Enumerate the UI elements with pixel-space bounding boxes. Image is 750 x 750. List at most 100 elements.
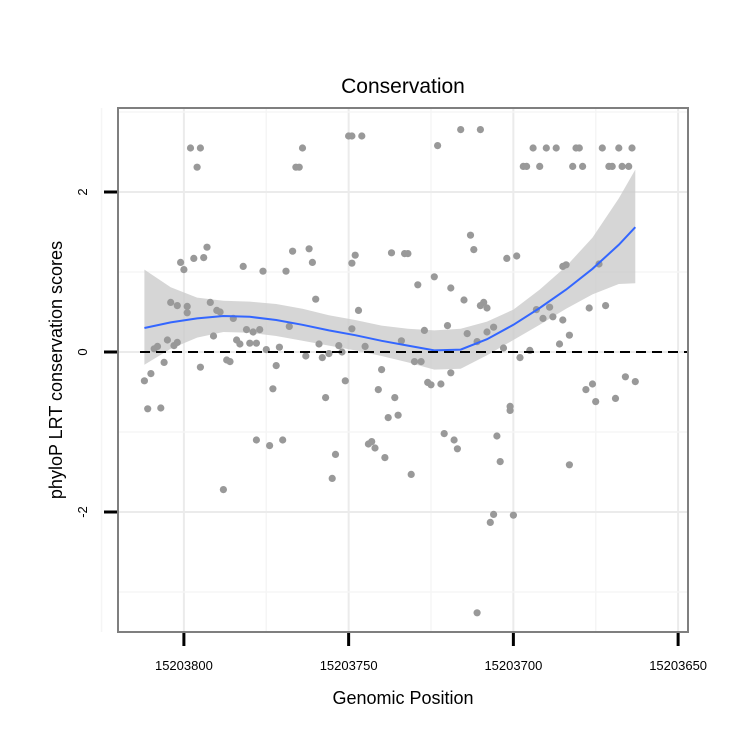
data-point bbox=[493, 432, 501, 440]
data-point bbox=[523, 162, 531, 170]
axes: 15203800 15203750 15203700 15203650 -2 0 2 bbox=[75, 188, 707, 673]
data-point bbox=[341, 377, 349, 385]
data-point bbox=[239, 262, 247, 270]
data-point bbox=[457, 126, 465, 134]
data-point bbox=[322, 394, 330, 402]
data-point bbox=[196, 363, 204, 371]
data-point bbox=[486, 518, 494, 527]
data-point bbox=[351, 251, 359, 259]
y-axis-label: phyloP LRT conservation scores bbox=[46, 241, 66, 499]
data-point bbox=[298, 144, 307, 152]
data-point bbox=[536, 162, 544, 170]
data-point bbox=[397, 337, 405, 345]
data-point bbox=[348, 325, 356, 333]
data-point bbox=[499, 344, 508, 352]
data-point bbox=[295, 163, 303, 171]
data-point bbox=[384, 414, 392, 422]
data-point bbox=[549, 313, 557, 321]
y-tick-label: 2 bbox=[75, 188, 90, 195]
data-point bbox=[302, 352, 310, 360]
data-point bbox=[506, 402, 514, 410]
data-point bbox=[259, 267, 267, 275]
data-point bbox=[546, 303, 554, 311]
data-point bbox=[513, 252, 521, 260]
data-point bbox=[407, 470, 415, 478]
data-point bbox=[335, 342, 343, 350]
data-point bbox=[144, 405, 152, 413]
data-point bbox=[252, 339, 260, 347]
data-point bbox=[575, 144, 583, 152]
data-point bbox=[539, 314, 547, 322]
data-point bbox=[410, 358, 419, 366]
data-point bbox=[483, 304, 491, 312]
smooth-line bbox=[144, 226, 637, 352]
data-point bbox=[559, 316, 567, 324]
data-point bbox=[256, 326, 264, 334]
chart-title: Conservation bbox=[341, 75, 465, 98]
data-point bbox=[611, 394, 620, 402]
data-point bbox=[226, 358, 234, 366]
data-point bbox=[625, 162, 633, 170]
data-point bbox=[437, 380, 445, 388]
data-point bbox=[275, 343, 283, 351]
data-point bbox=[358, 132, 366, 140]
data-point bbox=[582, 386, 590, 394]
data-point bbox=[252, 436, 260, 444]
data-point bbox=[473, 609, 481, 617]
data-point bbox=[391, 394, 399, 402]
data-point bbox=[470, 246, 478, 254]
data-point bbox=[417, 358, 425, 366]
data-point bbox=[588, 380, 597, 388]
data-point bbox=[193, 163, 201, 171]
data-point bbox=[173, 338, 181, 346]
data-point bbox=[631, 378, 639, 386]
data-point bbox=[598, 144, 606, 152]
data-point bbox=[236, 340, 244, 348]
data-point bbox=[490, 323, 498, 331]
data-point bbox=[190, 254, 198, 262]
data-point bbox=[621, 373, 630, 381]
data-point bbox=[602, 302, 610, 310]
x-tick-label: 15203650 bbox=[649, 658, 707, 673]
data-point bbox=[219, 486, 227, 494]
data-point bbox=[579, 162, 587, 170]
data-point bbox=[371, 444, 379, 452]
data-point bbox=[490, 510, 498, 518]
data-point bbox=[628, 144, 636, 152]
y-tick-label: -2 bbox=[75, 506, 90, 518]
data-point bbox=[348, 132, 356, 140]
data-point bbox=[565, 461, 574, 469]
data-point bbox=[618, 162, 626, 170]
data-point bbox=[180, 266, 188, 274]
data-point bbox=[440, 430, 448, 438]
data-point bbox=[387, 249, 396, 257]
data-point bbox=[378, 366, 386, 374]
data-point bbox=[206, 298, 214, 306]
data-point bbox=[269, 385, 277, 393]
data-point bbox=[453, 445, 461, 453]
data-point bbox=[562, 261, 570, 269]
data-point bbox=[203, 243, 211, 251]
data-point bbox=[272, 362, 280, 370]
data-point bbox=[460, 296, 468, 304]
data-point bbox=[542, 144, 550, 152]
data-point bbox=[463, 330, 471, 338]
data-point bbox=[173, 302, 181, 310]
x-axis-label: Genomic Position bbox=[332, 688, 473, 708]
y-tick-label: 0 bbox=[75, 348, 90, 355]
data-point bbox=[242, 326, 251, 334]
data-point bbox=[394, 411, 402, 419]
data-point bbox=[289, 247, 297, 255]
data-point bbox=[163, 336, 171, 344]
data-point bbox=[592, 398, 600, 406]
data-point bbox=[483, 328, 491, 336]
data-point bbox=[285, 322, 293, 330]
data-point bbox=[374, 386, 382, 394]
data-point bbox=[496, 458, 504, 466]
data-point bbox=[608, 162, 616, 170]
data-point bbox=[312, 295, 320, 303]
data-points bbox=[140, 126, 639, 617]
data-point bbox=[552, 144, 560, 152]
data-point bbox=[140, 377, 148, 385]
data-point bbox=[348, 259, 356, 267]
